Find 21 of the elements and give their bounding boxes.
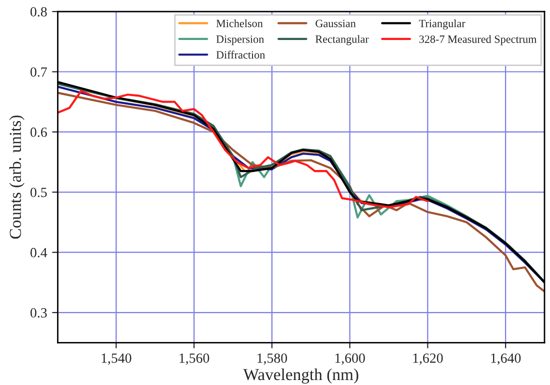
y-tick-label: 0.8 — [30, 7, 47, 17]
x-tick-label: 1,540 — [102, 353, 132, 365]
y-axis-title: Counts (arb. units) — [9, 116, 24, 239]
legend-label: Rectangular — [315, 35, 369, 46]
x-tick-label: 1,580 — [258, 353, 288, 365]
legend-label: Triangular — [419, 19, 466, 30]
x-tick-label: 1,640 — [491, 353, 521, 365]
legend-label: Dispersion — [216, 35, 264, 46]
x-tick-label: 1,560 — [180, 353, 210, 365]
y-tick-label: 0.5 — [30, 188, 47, 198]
y-tick-label: 0.6 — [30, 128, 47, 137]
legend-label: Michelson — [216, 19, 263, 28]
x-tick-label: 1,620 — [413, 353, 443, 365]
x-axis-title: Wavelength (nm) — [243, 368, 358, 384]
legend-label: 328-7 Measured Spectrum — [419, 35, 537, 46]
y-tick-label: 0.7 — [30, 67, 47, 77]
legend-label: Gaussian — [316, 20, 356, 28]
legend-label: Diffraction — [216, 50, 265, 59]
y-tick-label: 0.3 — [30, 308, 47, 318]
x-tick-label: 1,600 — [335, 353, 365, 365]
y-tick-label: 0.4 — [30, 248, 48, 258]
